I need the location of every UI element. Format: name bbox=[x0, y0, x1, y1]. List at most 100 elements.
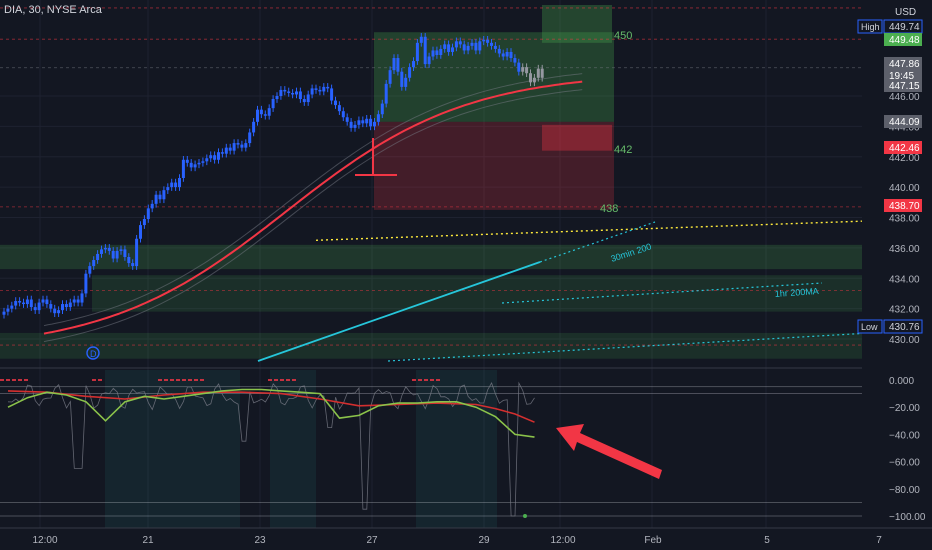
candle-body bbox=[525, 67, 529, 74]
candle-body bbox=[291, 92, 295, 95]
level-label: 450 bbox=[614, 30, 632, 42]
osc-tick: −100.00 bbox=[889, 512, 926, 523]
candle-body bbox=[478, 41, 482, 51]
candle-body bbox=[119, 249, 123, 251]
candle-body bbox=[185, 159, 189, 163]
candle-body bbox=[349, 121, 353, 128]
price-label-value: 444.09 bbox=[889, 117, 920, 128]
candle-body bbox=[509, 51, 513, 59]
candle-body bbox=[256, 109, 259, 122]
level-label: 442 bbox=[614, 144, 632, 156]
candle-body bbox=[419, 36, 423, 43]
candle-body bbox=[252, 121, 256, 133]
candle-body bbox=[100, 249, 103, 254]
candle-body bbox=[365, 118, 369, 124]
candle-body bbox=[334, 100, 337, 106]
candle-body bbox=[154, 194, 158, 204]
candle-body bbox=[217, 152, 220, 160]
osc-shade bbox=[105, 370, 148, 528]
osc-tick: 0.000 bbox=[889, 376, 914, 387]
loss-zone bbox=[374, 121, 614, 210]
price-label-value: 447.15 bbox=[889, 81, 920, 92]
osc-dot bbox=[523, 514, 527, 518]
candle-body bbox=[213, 155, 217, 160]
candle-body bbox=[458, 41, 462, 45]
candle-body bbox=[150, 203, 154, 209]
candle-body bbox=[123, 249, 127, 257]
trendline-30min bbox=[539, 221, 656, 263]
candle-body bbox=[37, 302, 41, 311]
time-tick: 7 bbox=[876, 535, 882, 546]
price-label-value: 449.48 bbox=[889, 35, 920, 46]
price-flag bbox=[857, 319, 883, 334]
candle-body bbox=[380, 103, 384, 115]
candle-body bbox=[158, 194, 162, 200]
oscillator-red bbox=[7, 390, 535, 423]
time-tick: 27 bbox=[366, 535, 378, 546]
candle-body bbox=[341, 111, 345, 118]
candle-body bbox=[501, 53, 505, 57]
candle-body bbox=[80, 293, 84, 303]
candle-body bbox=[146, 208, 150, 220]
candle-body bbox=[33, 307, 37, 311]
price-label-value: 438.70 bbox=[889, 201, 920, 212]
candle-body bbox=[232, 143, 236, 151]
candle-body bbox=[427, 56, 431, 65]
symbol-title: DIA, 30, NYSE Arca bbox=[4, 4, 102, 16]
candle-body bbox=[271, 99, 275, 109]
candle-body bbox=[142, 219, 146, 226]
price-label-box bbox=[884, 199, 922, 212]
time-tick: 21 bbox=[142, 535, 154, 546]
candle-body bbox=[2, 311, 6, 315]
time-tick: 12:00 bbox=[32, 535, 57, 546]
candle-body bbox=[423, 36, 427, 65]
candle-body bbox=[139, 225, 142, 239]
price-tick: 446.00 bbox=[889, 92, 920, 103]
candle-body bbox=[72, 299, 76, 303]
candle-body bbox=[88, 266, 92, 274]
candle-body bbox=[76, 299, 80, 303]
osc-tick: −40.00 bbox=[889, 430, 920, 441]
candle-body bbox=[439, 48, 443, 55]
price-tick: 436.00 bbox=[889, 244, 920, 255]
osc-shade bbox=[416, 370, 497, 528]
candle-body bbox=[68, 302, 72, 308]
candle-body bbox=[267, 108, 271, 116]
candle-body bbox=[115, 250, 119, 259]
candle-body bbox=[178, 178, 181, 188]
dividend-marker-label: D bbox=[90, 349, 97, 359]
candle-body bbox=[248, 132, 252, 144]
candle-body bbox=[174, 182, 178, 188]
candle-body bbox=[166, 187, 170, 191]
price-label-box bbox=[883, 319, 923, 334]
time-axis: 12:00 21 23 27 29 12:00 Feb 5 7 bbox=[0, 527, 932, 546]
candle-body bbox=[201, 161, 205, 163]
candle-body bbox=[474, 42, 478, 51]
price-label-box bbox=[884, 141, 922, 154]
price-label-value: 449.74 bbox=[889, 22, 920, 33]
moving-average-cyan bbox=[257, 261, 541, 362]
demand-zone bbox=[0, 332, 862, 359]
profit-zone bbox=[542, 5, 612, 43]
candle-body bbox=[189, 162, 193, 168]
candle-body bbox=[135, 238, 139, 267]
candle-body bbox=[259, 109, 263, 115]
candle-body bbox=[326, 86, 330, 89]
price-tick: 432.00 bbox=[889, 305, 920, 316]
candle-body bbox=[392, 58, 396, 71]
price-label-box bbox=[884, 79, 922, 92]
candle-body bbox=[415, 42, 419, 62]
candle-body bbox=[64, 304, 68, 308]
candle-body bbox=[443, 44, 447, 49]
time-tick: 12:00 bbox=[550, 535, 575, 546]
osc-tick: −20.00 bbox=[889, 403, 920, 414]
candle-body bbox=[107, 247, 111, 251]
candle-body bbox=[318, 89, 322, 92]
candle-body bbox=[330, 88, 334, 101]
candle-body bbox=[14, 301, 18, 306]
candle-body bbox=[279, 89, 283, 96]
price-label-box bbox=[884, 57, 922, 70]
candle-body bbox=[369, 118, 373, 127]
time-tick: 5 bbox=[764, 535, 770, 546]
